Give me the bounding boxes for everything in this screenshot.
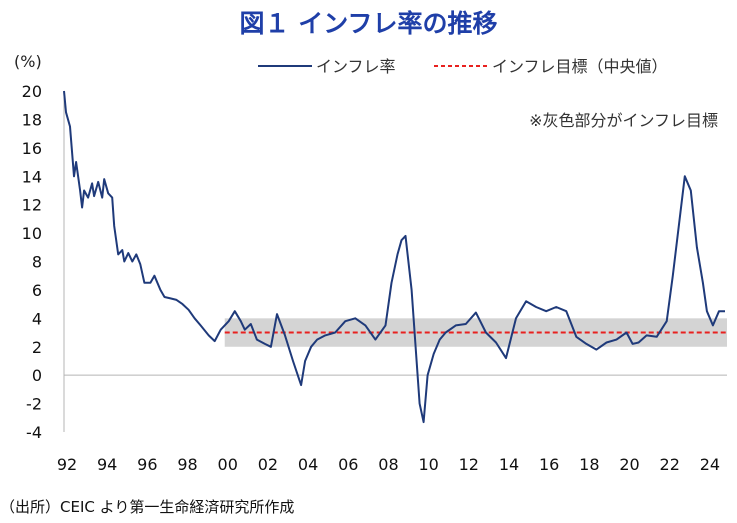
y-tick-label: 16 xyxy=(22,139,42,158)
chart-title: 図１ インフレ率の推移 xyxy=(239,9,498,38)
x-tick-label: 10 xyxy=(418,455,438,474)
x-tick-label: 18 xyxy=(579,455,599,474)
x-tick-label: 08 xyxy=(378,455,398,474)
y-tick-label: -4 xyxy=(26,423,42,442)
x-tick-label: 92 xyxy=(57,455,77,474)
x-tick-label: 22 xyxy=(660,455,680,474)
y-tick-label: 0 xyxy=(32,366,42,385)
y-tick-label: 18 xyxy=(22,110,42,129)
y-tick-label: 14 xyxy=(22,167,42,186)
x-tick-label: 94 xyxy=(97,455,117,474)
x-tick-label: 06 xyxy=(338,455,358,474)
x-tick-label: 12 xyxy=(459,455,479,474)
y-tick-label: 4 xyxy=(32,309,42,328)
y-tick-label: 6 xyxy=(32,281,42,300)
y-tick-label: 2 xyxy=(32,338,42,357)
x-tick-label: 24 xyxy=(700,455,720,474)
x-tick-label: 20 xyxy=(619,455,639,474)
source-note: （出所）CEIC より第一生命経済研究所作成 xyxy=(0,498,295,516)
y-tick-label: 20 xyxy=(22,82,42,101)
y-tick-label: 12 xyxy=(22,196,42,215)
y-axis-unit: (%) xyxy=(14,52,42,71)
band-note: ※灰色部分がインフレ目標 xyxy=(529,111,718,130)
legend-inflation-label: インフレ率 xyxy=(316,57,396,76)
x-tick-label: 14 xyxy=(499,455,519,474)
x-tick-label: 16 xyxy=(539,455,559,474)
x-tick-label: 98 xyxy=(177,455,197,474)
x-tick-label: 00 xyxy=(218,455,238,474)
x-tick-label: 02 xyxy=(258,455,278,474)
y-tick-label: 10 xyxy=(22,224,42,243)
x-tick-label: 04 xyxy=(298,455,318,474)
inflation-line xyxy=(63,90,725,424)
y-tick-label: -2 xyxy=(26,395,42,414)
y-tick-label: 8 xyxy=(32,253,42,272)
legend-target-label: インフレ目標（中央値） xyxy=(492,57,668,76)
x-tick-label: 96 xyxy=(137,455,157,474)
